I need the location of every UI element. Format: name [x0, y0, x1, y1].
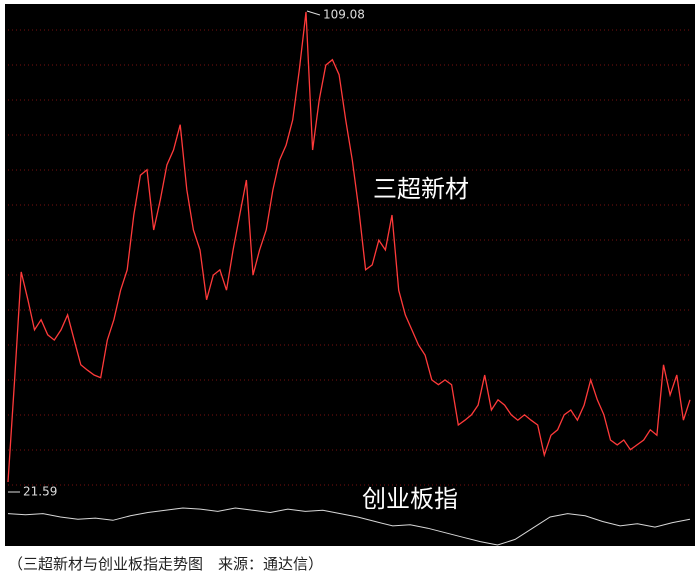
series-line	[7, 507, 691, 546]
series-label: 三超新材	[373, 175, 469, 203]
arrow	[306, 10, 321, 16]
series-label: 创业板指	[362, 485, 458, 513]
min-label: 21.59	[23, 485, 57, 499]
caption: （三超新材与创业板指走势图 来源：通达信）	[8, 555, 324, 573]
series-line	[7, 11, 691, 483]
max-label: 109.08	[323, 8, 365, 22]
chart: 三超新材 创业板指 109.08 21.59	[5, 4, 695, 546]
